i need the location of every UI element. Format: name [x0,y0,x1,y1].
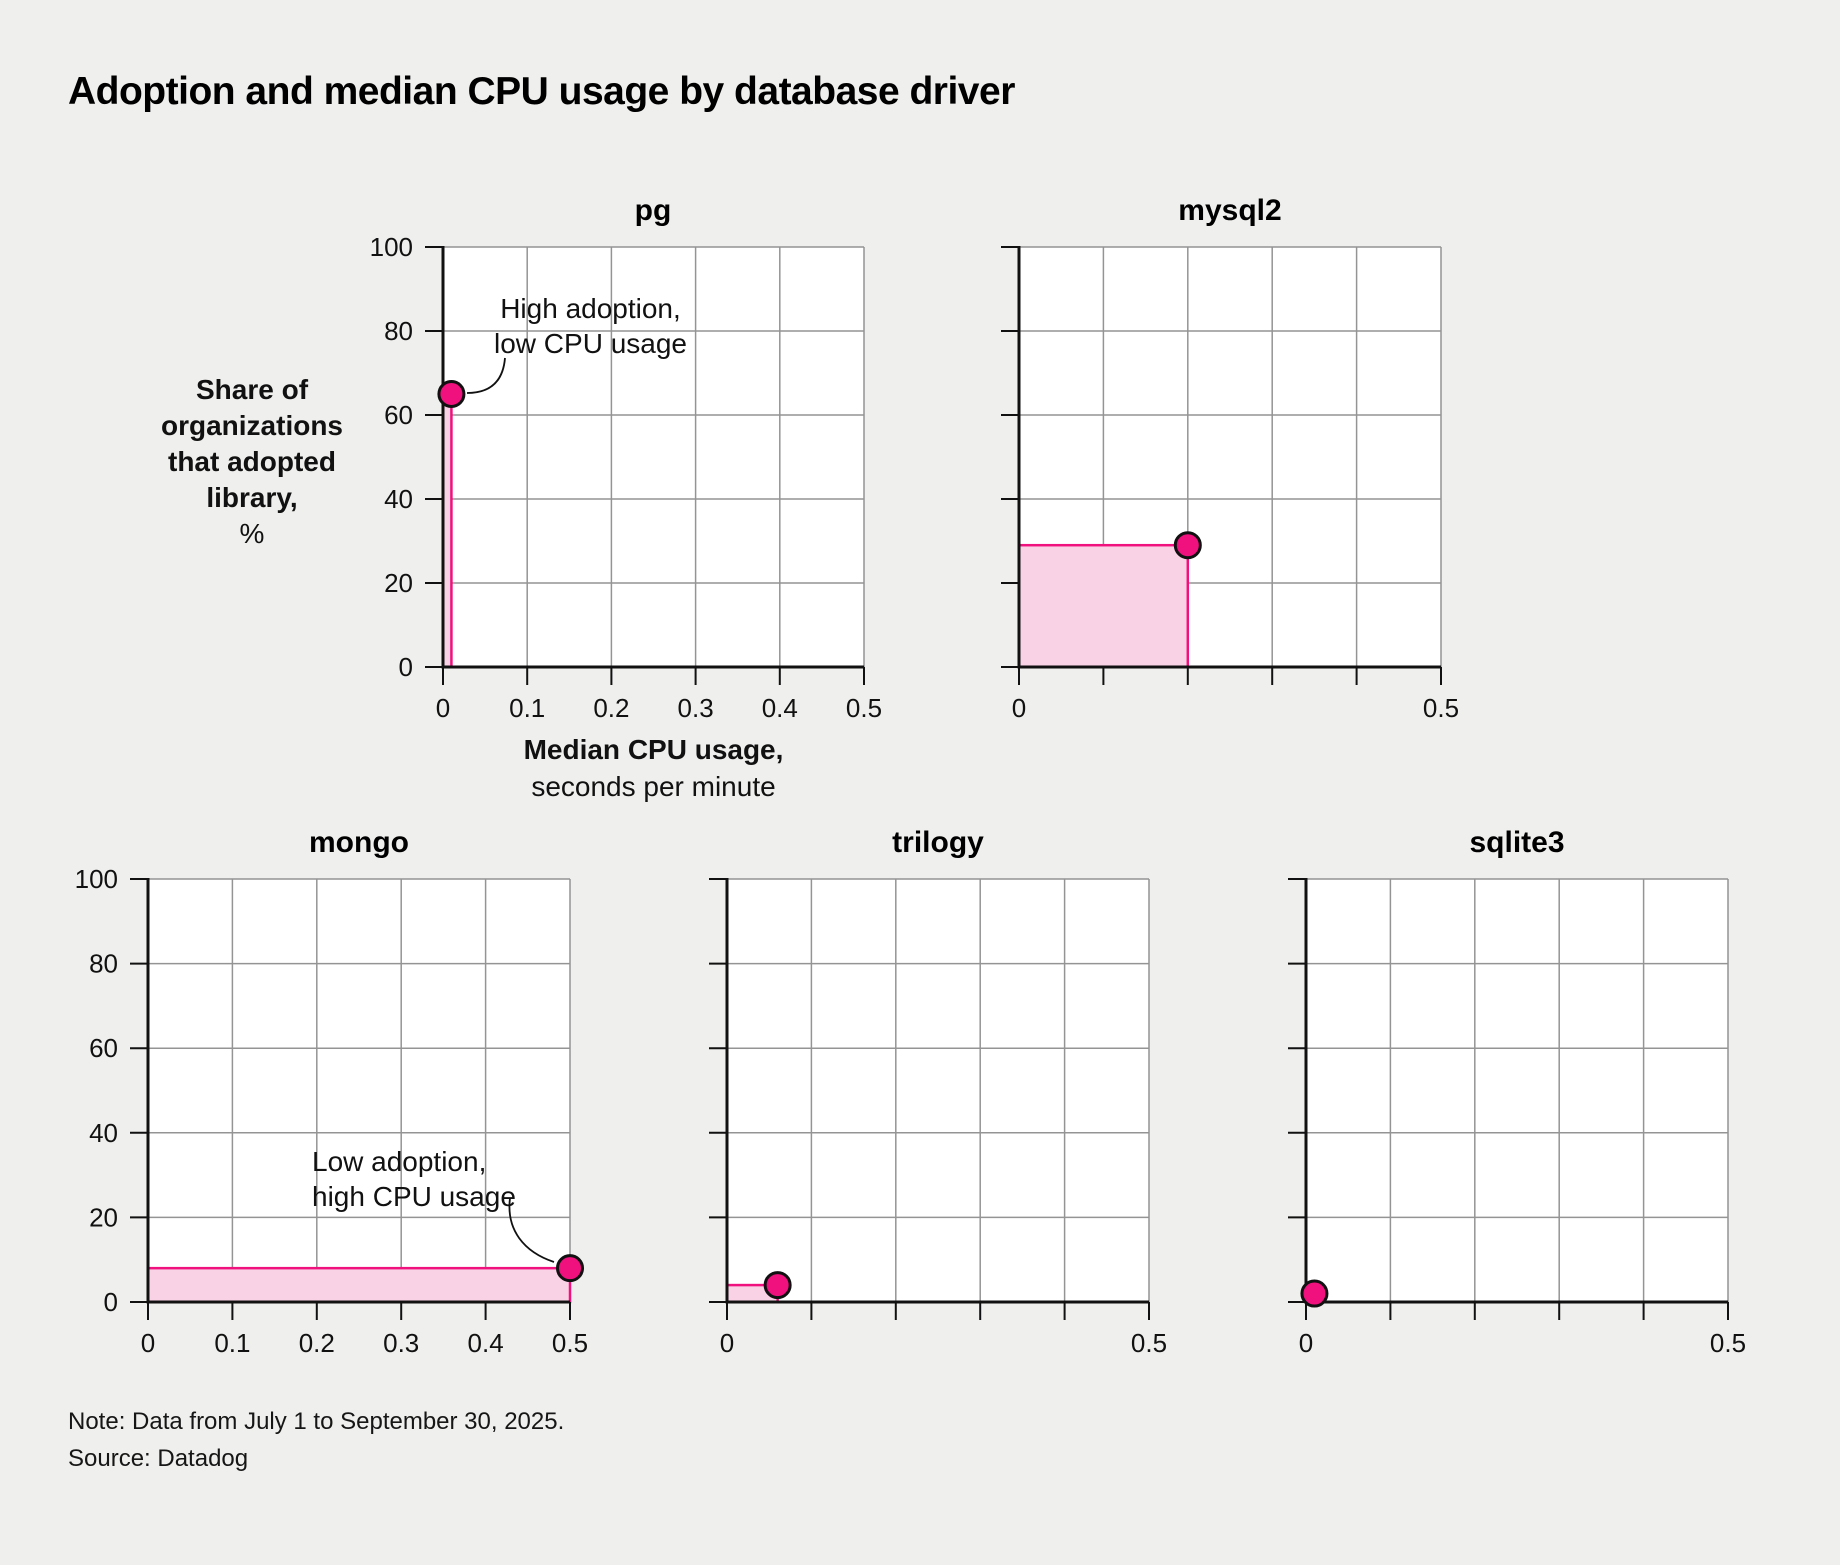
annotation-line: low CPU usage [494,328,687,359]
svg-text:0.3: 0.3 [678,693,714,723]
svg-text:80: 80 [89,949,118,979]
svg-text:60: 60 [89,1033,118,1063]
panel-title-pg: pg [634,194,672,227]
y-axis-label-text: Share of organizations that adopted libr… [160,374,343,513]
svg-text:100: 100 [75,864,118,894]
y-axis-unit: % [239,518,265,549]
panel-pg-plot: 0 20 40 60 80 100 0 0.1 0.2 0.3 0.4 0.5 [370,232,882,723]
svg-text:0.5: 0.5 [552,1328,588,1358]
page-title: Adoption and median CPU usage by databas… [68,70,1015,113]
svg-text:0: 0 [436,693,450,723]
svg-text:40: 40 [384,484,413,514]
panel-title-sqlite3: sqlite3 [1469,826,1565,859]
svg-text:0.3: 0.3 [383,1328,419,1358]
svg-text:0.4: 0.4 [468,1328,504,1358]
panel-title-mysql2: mysql2 [1178,194,1282,227]
x-axis-unit: seconds per minute [531,771,776,802]
svg-text:0.5: 0.5 [846,693,882,723]
panel-trilogy-plot: 0 0.5 [709,878,1167,1358]
panel-mongo-plot: 0 20 40 60 80 100 0 0.1 0.2 0.3 0.4 0.5 [75,864,588,1358]
svg-text:0: 0 [141,1328,155,1358]
svg-text:20: 20 [89,1202,118,1232]
svg-text:0.2: 0.2 [593,693,629,723]
svg-text:0: 0 [1012,693,1026,723]
svg-text:0: 0 [399,652,413,682]
svg-text:0.2: 0.2 [299,1328,335,1358]
annotation-line: high CPU usage [312,1181,516,1212]
y-axis-label: Share of organizations that adopted libr… [132,372,372,552]
svg-text:0.5: 0.5 [1423,693,1459,723]
svg-text:60: 60 [384,400,413,430]
note-text: Note: Data from July 1 to September 30, … [68,1408,565,1435]
svg-text:40: 40 [89,1118,118,1148]
svg-text:0: 0 [720,1328,734,1358]
svg-text:0.1: 0.1 [509,693,545,723]
panel-mysql2-plot: 0 0.5 [1001,246,1459,723]
svg-text:0.5: 0.5 [1131,1328,1167,1358]
x-axis-label-text: Median CPU usage, [523,734,784,765]
annotation-low-adoption: Low adoption, high CPU usage [312,1144,562,1214]
annotation-line: Low adoption, [312,1146,487,1177]
x-axis-label: Median CPU usage, seconds per minute [443,731,864,805]
svg-text:0.4: 0.4 [762,693,798,723]
svg-text:0: 0 [104,1287,118,1317]
svg-text:0.5: 0.5 [1710,1328,1746,1358]
annotation-high-adoption: High adoption, low CPU usage [478,291,703,361]
panel-sqlite3-plot: 0 0.5 [1288,878,1746,1358]
panel-title-trilogy: trilogy [892,826,984,859]
source-text: Source: Datadog [68,1445,249,1472]
svg-text:80: 80 [384,316,413,346]
footer-notes: Note: Data from July 1 to September 30, … [68,1403,564,1477]
svg-text:0.1: 0.1 [214,1328,250,1358]
svg-text:20: 20 [384,568,413,598]
panel-title-mongo: mongo [309,826,409,859]
annotation-line: High adoption, [500,293,681,324]
svg-text:0: 0 [1299,1328,1313,1358]
svg-text:100: 100 [370,232,413,262]
